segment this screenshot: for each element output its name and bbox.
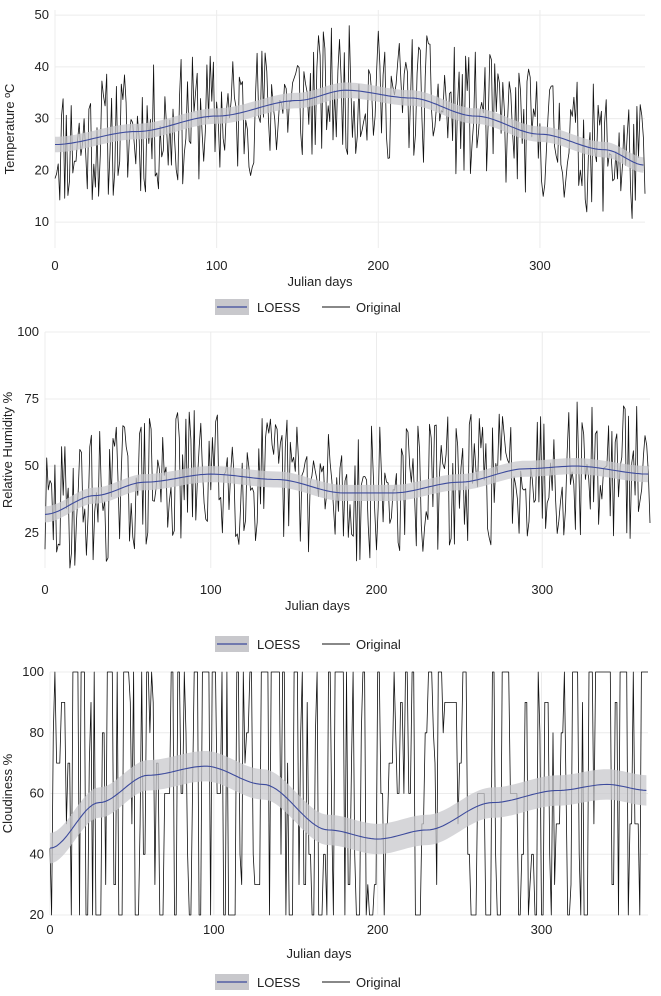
x-tick-label: 300 <box>531 922 553 937</box>
loess-line <box>55 89 644 166</box>
legend-loess-label: LOESS <box>257 637 301 652</box>
loess-line <box>49 765 647 849</box>
y-axis-label: Relative Humidity % <box>0 391 15 508</box>
x-axis-label: Julian days <box>285 598 351 613</box>
y-tick-label: 40 <box>35 59 49 74</box>
y-tick-label: 30 <box>35 111 49 126</box>
legend-original-label: Original <box>356 637 401 652</box>
x-axis-label: Julian days <box>287 274 353 289</box>
original-series-line <box>44 401 651 569</box>
y-tick-label: 60 <box>30 786 44 801</box>
y-tick-label: 40 <box>30 846 44 861</box>
x-axis-label: Julian days <box>286 946 352 961</box>
legend-original-label: Original <box>356 300 401 315</box>
y-tick-label: 20 <box>35 162 49 177</box>
legend: LOESS Original <box>215 636 401 652</box>
chart-panel-1: 10 20 30 40 50 0 100 200 300 Julian days Temperatu… <box>2 7 646 315</box>
loess-confidence-band <box>50 751 647 864</box>
y-tick-label: 20 <box>30 907 44 922</box>
x-tick-label: 0 <box>51 258 58 273</box>
chart-panel-2: 25 50 75 100 0 100 200 300 Julian days Relative H… <box>0 324 651 652</box>
y-axis-label: Cloudiness % <box>0 753 15 833</box>
chart-panel-3: 20 40 60 80 100 0 100 200 300 Julian days Cloudine… <box>0 664 648 990</box>
x-tick-label: 0 <box>41 582 48 597</box>
legend-original-label: Original <box>356 975 401 990</box>
loess-confidence-band <box>55 82 644 173</box>
y-tick-label: 10 <box>35 214 49 229</box>
y-tick-label: 100 <box>22 664 44 679</box>
x-tick-label: 300 <box>529 258 551 273</box>
x-tick-label: 200 <box>366 582 388 597</box>
x-tick-label: 100 <box>206 258 228 273</box>
x-tick-label: 0 <box>46 922 53 937</box>
original-series-line <box>49 671 648 916</box>
y-axis-label: Temperature ºC <box>2 84 17 175</box>
y-tick-label: 80 <box>30 725 44 740</box>
x-tick-label: 200 <box>367 922 389 937</box>
legend: LOESS Original <box>215 299 401 315</box>
y-tick-label: 25 <box>25 525 39 540</box>
y-tick-label: 75 <box>25 391 39 406</box>
x-tick-label: 200 <box>367 258 389 273</box>
legend-loess-label: LOESS <box>257 975 301 990</box>
x-tick-label: 100 <box>203 922 225 937</box>
legend: LOESS Original <box>215 974 401 990</box>
original-series-line <box>54 25 646 219</box>
loess-line <box>44 465 649 515</box>
legend-loess-label: LOESS <box>257 300 301 315</box>
x-tick-label: 300 <box>531 582 553 597</box>
x-tick-label: 100 <box>200 582 222 597</box>
y-tick-label: 50 <box>25 458 39 473</box>
y-tick-label: 100 <box>17 324 39 339</box>
y-tick-label: 50 <box>35 7 49 22</box>
